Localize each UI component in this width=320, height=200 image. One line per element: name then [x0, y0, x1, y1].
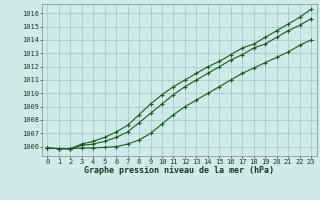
X-axis label: Graphe pression niveau de la mer (hPa): Graphe pression niveau de la mer (hPa): [84, 166, 274, 175]
